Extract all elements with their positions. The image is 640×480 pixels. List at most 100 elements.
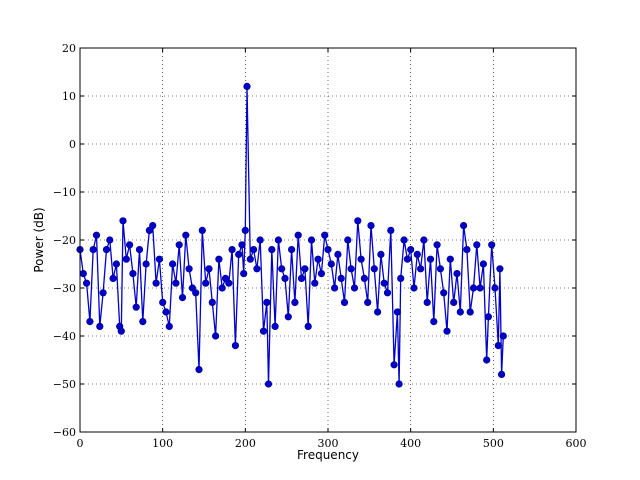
data-point xyxy=(291,298,299,307)
data-point xyxy=(307,236,316,244)
data-point xyxy=(301,265,309,273)
data-point xyxy=(192,289,200,297)
data-point xyxy=(185,265,193,273)
data-point xyxy=(102,246,111,254)
data-point xyxy=(135,246,144,254)
data-point xyxy=(175,241,183,249)
data-point xyxy=(82,279,91,287)
data-point xyxy=(212,332,220,340)
x-tick-label: 300 xyxy=(318,437,339,450)
data-point xyxy=(231,342,239,350)
data-point xyxy=(162,308,170,316)
data-point xyxy=(374,308,382,316)
data-point xyxy=(284,313,292,321)
data-point xyxy=(433,241,441,249)
data-point xyxy=(354,217,362,225)
data-point xyxy=(112,260,120,268)
data-point xyxy=(453,270,461,278)
data-point xyxy=(155,255,163,263)
data-point xyxy=(367,222,375,230)
data-point xyxy=(294,231,302,239)
data-point xyxy=(321,231,329,239)
data-point xyxy=(142,260,150,268)
data-point xyxy=(357,255,365,263)
data-point xyxy=(208,298,216,307)
data-point xyxy=(149,222,157,230)
y-tick-label: −40 xyxy=(53,330,76,343)
data-point xyxy=(491,284,499,292)
y-tick-label: 20 xyxy=(62,42,76,55)
data-point xyxy=(498,370,506,379)
data-point xyxy=(494,342,502,350)
data-point xyxy=(370,265,378,273)
data-point xyxy=(256,236,264,244)
data-point xyxy=(198,226,206,234)
data-point xyxy=(436,265,445,273)
data-point xyxy=(182,231,190,239)
data-point xyxy=(469,284,478,292)
data-point xyxy=(337,274,345,283)
y-tick-label: 10 xyxy=(62,90,76,103)
data-point xyxy=(466,308,474,316)
data-point xyxy=(195,366,203,374)
data-point xyxy=(250,246,258,254)
data-point xyxy=(344,236,352,244)
y-axis-label: Power (dB) xyxy=(32,207,46,272)
data-point xyxy=(169,260,177,268)
data-point xyxy=(119,217,127,225)
y-tick-label: −60 xyxy=(53,426,76,439)
data-point xyxy=(126,241,134,249)
data-point xyxy=(350,284,359,292)
data-point xyxy=(430,318,438,326)
data-point xyxy=(400,236,408,244)
data-point xyxy=(423,298,431,307)
data-point xyxy=(278,265,286,273)
data-point xyxy=(268,246,276,254)
data-point xyxy=(446,255,454,263)
x-tick-label: 600 xyxy=(566,437,587,450)
data-point xyxy=(152,279,160,287)
y-tick-label: −10 xyxy=(53,186,76,199)
data-point xyxy=(122,255,130,263)
data-point xyxy=(317,270,326,278)
data-point xyxy=(395,380,403,388)
data-point xyxy=(496,265,504,273)
data-point xyxy=(417,265,425,273)
x-tick-labels: 0 100 200 300 400 500 600 xyxy=(77,437,587,450)
data-point xyxy=(263,298,271,307)
power-markers xyxy=(76,82,507,388)
data-point xyxy=(334,250,342,258)
data-point xyxy=(499,332,507,340)
data-point xyxy=(484,313,493,321)
data-point xyxy=(407,246,415,254)
data-point xyxy=(331,284,339,292)
data-point xyxy=(420,236,428,244)
data-point xyxy=(456,308,464,316)
data-point xyxy=(259,327,268,335)
data-point xyxy=(235,250,243,258)
data-point xyxy=(473,241,481,249)
data-point xyxy=(426,255,435,263)
data-point xyxy=(117,327,125,335)
data-point xyxy=(360,274,369,283)
data-point xyxy=(172,279,180,287)
data-point xyxy=(397,274,405,283)
data-point xyxy=(215,255,223,263)
data-point xyxy=(324,246,332,254)
x-axis-label: Frequency xyxy=(297,448,359,462)
data-point xyxy=(443,327,451,335)
data-point xyxy=(383,289,392,297)
data-point xyxy=(241,226,249,234)
data-point xyxy=(92,231,101,239)
data-point xyxy=(225,279,233,287)
data-point xyxy=(297,274,306,283)
data-point xyxy=(253,265,261,273)
y-tick-label: −30 xyxy=(53,282,76,295)
data-point xyxy=(274,236,283,244)
data-point xyxy=(246,255,254,263)
data-point xyxy=(288,246,296,254)
x-tick-label: 500 xyxy=(483,437,504,450)
data-point xyxy=(202,279,210,287)
data-point xyxy=(240,270,248,278)
